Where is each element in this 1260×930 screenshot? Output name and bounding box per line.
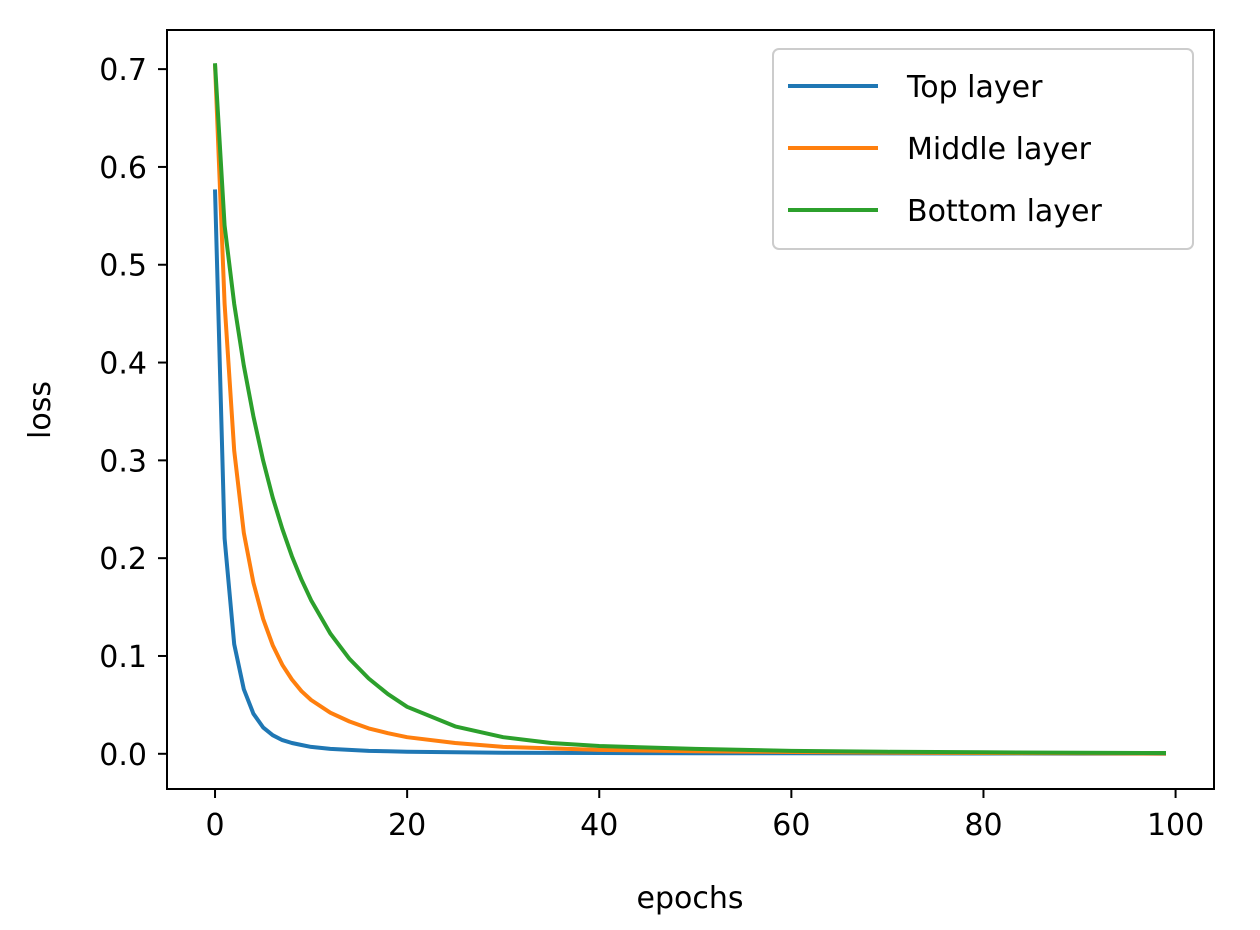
y-axis-ticks: 0.0 0.1 0.2 0.3 0.4 0.5 0.6 0.7 [99, 53, 167, 773]
series-line-2 [213, 63, 1167, 755]
plot-frame [166, 29, 1215, 790]
x-tick-label: 100 [1147, 808, 1204, 843]
legend-frame [772, 48, 1194, 250]
x-tick-label: 0 [205, 808, 224, 843]
x-tick-label: 40 [580, 808, 618, 843]
y-axis-label: loss [23, 381, 58, 439]
y-tick-label: 0.5 [99, 249, 147, 284]
series-layer [213, 63, 1167, 756]
y-tick-label: 0.4 [99, 347, 147, 382]
x-tick-label: 60 [772, 808, 810, 843]
y-tick-label: 0.6 [99, 151, 147, 186]
x-tick-label: 80 [964, 808, 1002, 843]
legend-label-1: Middle layer [907, 132, 1092, 167]
legend-label-0: Top layer [906, 70, 1043, 105]
x-axis-label: epochs [637, 881, 744, 916]
y-tick-label: 0.0 [99, 738, 147, 773]
legend: Top layer Middle layer Bottom layer [772, 48, 1194, 250]
x-axis-ticks: 0 20 40 60 80 100 [205, 789, 1204, 843]
y-tick-label: 0.3 [99, 444, 147, 479]
y-tick-label: 0.1 [99, 640, 147, 675]
x-tick-label: 20 [388, 808, 426, 843]
y-tick-label: 0.7 [99, 53, 147, 88]
y-tick-label: 0.2 [99, 542, 147, 577]
legend-label-2: Bottom layer [907, 194, 1103, 229]
